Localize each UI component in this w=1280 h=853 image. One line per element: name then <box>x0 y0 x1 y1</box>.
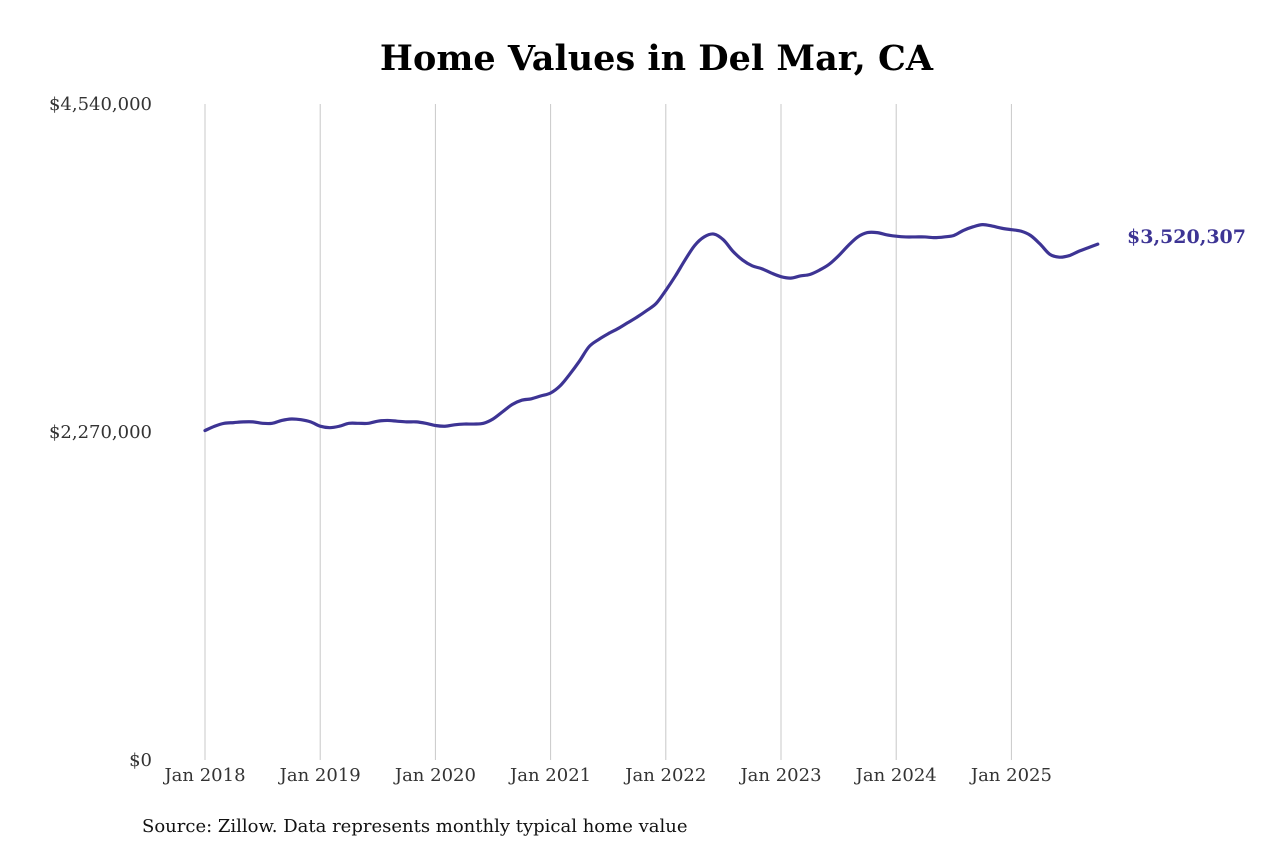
x-tick-label: Jan 2021 <box>508 765 591 786</box>
y-tick-label: $0 <box>129 750 152 771</box>
x-axis-ticks: Jan 2018 Jan 2019 Jan 2020 Jan 2021 Jan 2022… <box>162 765 1051 786</box>
series-line-home-value <box>203 223 1100 433</box>
y-axis-ticks: $0 $2,270,000 $4,540,000 <box>49 94 152 771</box>
end-value-label: $3,520,307 <box>1127 226 1246 248</box>
gridlines <box>204 104 1012 760</box>
x-tick-label: Jan 2019 <box>278 765 361 786</box>
series-layer <box>203 223 1100 433</box>
y-tick-label: $2,270,000 <box>49 422 152 443</box>
x-tick-label: Jan 2018 <box>162 765 245 786</box>
source-note: Source: Zillow. Data represents monthly … <box>142 816 688 837</box>
x-tick-label: Jan 2025 <box>969 765 1052 786</box>
x-tick-label: Jan 2024 <box>854 765 937 786</box>
x-tick-label: Jan 2022 <box>623 765 706 786</box>
end-label-layer: $3,520,307 <box>1127 226 1246 248</box>
chart-title: Home Values in Del Mar, CA <box>379 38 934 79</box>
y-tick-label: $4,540,000 <box>49 94 152 115</box>
x-tick-label: Jan 2020 <box>393 765 476 786</box>
x-tick-label: Jan 2023 <box>738 765 821 786</box>
